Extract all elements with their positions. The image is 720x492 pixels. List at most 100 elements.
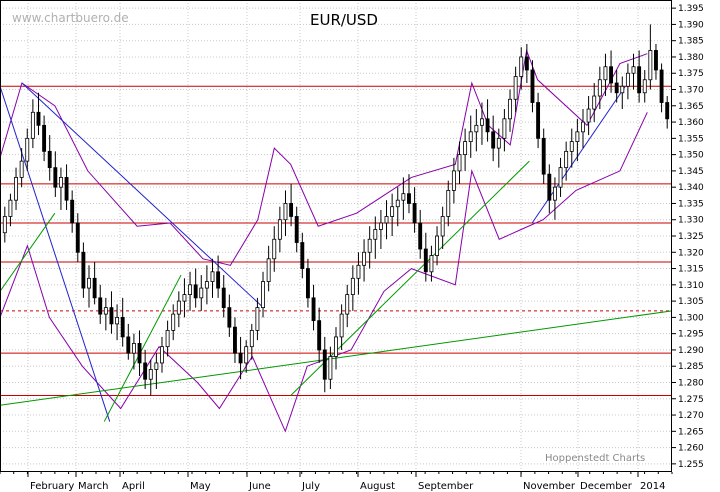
candle-body	[390, 206, 395, 217]
y-axis: 1.255 1.260 1.265 1.270 1.275 1.280 1.285 1.290…	[672, 4, 704, 470]
x-tick-label: March	[78, 481, 108, 492]
candle-body	[204, 281, 209, 289]
y-tick-label: 1.340	[678, 183, 704, 193]
candle-body	[25, 137, 30, 162]
x-tick-label: July	[301, 481, 320, 492]
candle-body	[238, 352, 243, 364]
x-tick-label: August	[360, 481, 395, 492]
candle-body	[418, 222, 423, 250]
y-tick-label: 1.280	[678, 378, 704, 388]
candle-body	[126, 336, 131, 354]
candle-body	[294, 216, 299, 243]
candle-body	[423, 248, 428, 273]
candle-body	[199, 287, 204, 299]
candle-body	[625, 72, 630, 87]
candle-body	[334, 336, 338, 357]
trendline	[21, 82, 264, 308]
plot-frame	[0, 0, 672, 472]
candle-body	[536, 102, 541, 139]
candle-body	[435, 235, 439, 256]
candle-body	[266, 258, 271, 282]
y-tick-label: 1.345	[678, 167, 704, 177]
candle-body	[227, 307, 232, 328]
y-tick-label: 1.290	[678, 346, 704, 356]
candle-body	[300, 242, 305, 269]
x-tick-label: December	[580, 481, 633, 492]
candle-body	[244, 346, 249, 364]
y-tick-label: 1.295	[678, 330, 704, 340]
candle-body	[513, 76, 518, 100]
x-tick-label: 2014	[640, 481, 665, 492]
candle-body	[188, 284, 192, 295]
candle-body	[137, 343, 142, 364]
trendline	[103, 274, 182, 422]
candle-body	[524, 56, 529, 71]
candle-body	[502, 118, 507, 139]
candle-body	[356, 264, 361, 279]
candle-body	[277, 219, 282, 240]
trendline	[0, 86, 111, 422]
y-tick-label: 1.335	[678, 199, 704, 209]
candle-body	[446, 190, 451, 217]
x-tick-label: April	[122, 481, 145, 492]
candle-body	[350, 277, 355, 295]
y-tick-label: 1.255	[678, 460, 704, 470]
candle-body	[160, 346, 164, 364]
candle-body	[283, 203, 288, 221]
candle-body	[182, 294, 187, 302]
candle-body	[272, 238, 277, 260]
candle-body	[210, 271, 215, 282]
candle-body	[75, 222, 80, 253]
x-axis: February March April May June July August Septe…	[0, 472, 673, 492]
candle-body	[249, 329, 254, 348]
watermark: www.chartbuero.de	[12, 11, 129, 25]
candle-body	[171, 313, 176, 331]
candle-body	[508, 98, 512, 120]
candle-body	[131, 343, 136, 354]
candle-body	[480, 118, 484, 126]
candle-body	[30, 111, 35, 139]
candle-body	[322, 349, 327, 380]
y-tick-label: 1.310	[678, 281, 704, 291]
candle-body	[429, 255, 434, 273]
candle-body	[143, 362, 148, 380]
candle-body	[305, 268, 310, 299]
candle-body	[216, 271, 221, 289]
candle-body	[148, 369, 153, 380]
candle-body	[631, 66, 636, 74]
candle-body	[642, 79, 647, 94]
candle-body	[120, 316, 125, 338]
candle-body	[569, 141, 574, 152]
x-tick-label: May	[190, 481, 211, 492]
candle-body	[317, 320, 322, 351]
candle-body	[367, 238, 372, 253]
candle-body	[648, 50, 653, 81]
trendline	[0, 212, 56, 292]
candle-body	[440, 216, 445, 237]
candle-body	[457, 154, 462, 172]
candle-body	[87, 277, 91, 289]
candle-body	[311, 297, 316, 322]
candle-body	[586, 108, 591, 123]
candle-body	[103, 307, 108, 315]
y-tick-label: 1.275	[678, 395, 704, 405]
candle-body	[496, 137, 501, 149]
candle-body	[637, 66, 642, 94]
y-tick-label: 1.320	[678, 248, 704, 258]
y-tick-label: 1.265	[678, 427, 704, 437]
candle-body	[64, 177, 69, 201]
credit-label: Hoppenstedt Charts	[545, 453, 645, 464]
candle-body	[109, 307, 114, 325]
candle-body	[541, 137, 546, 175]
chart-title: EUR/USD	[310, 11, 378, 29]
candle-body	[564, 150, 569, 169]
candle-body	[233, 326, 237, 354]
candle-body	[378, 222, 383, 230]
x-tick-label: June	[248, 481, 271, 492]
candle-body	[8, 199, 13, 217]
candle-body	[165, 329, 170, 348]
candle-body	[42, 124, 47, 152]
y-tick-label: 1.270	[678, 411, 704, 421]
candle-body	[654, 50, 658, 71]
